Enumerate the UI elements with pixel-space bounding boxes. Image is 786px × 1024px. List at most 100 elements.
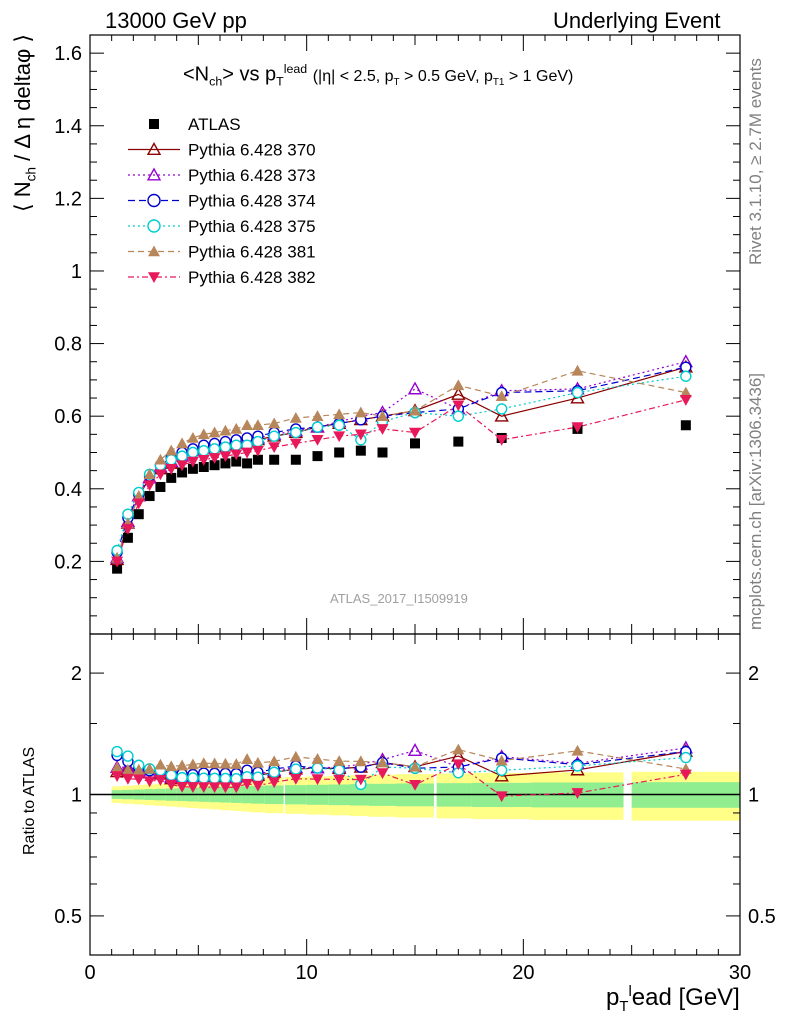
- main-data-point: [176, 450, 188, 462]
- x-tick-label: 20: [512, 962, 534, 984]
- main-data-point: [165, 464, 178, 475]
- ratio-data-point: [230, 782, 243, 794]
- ratio-data-point: [311, 762, 324, 774]
- ratio-data-point: [268, 755, 281, 767]
- x-tick-label: 10: [296, 962, 318, 984]
- main-data-point: [208, 443, 221, 455]
- ratio-data-point: [241, 778, 254, 790]
- ratio-data-point: [121, 773, 134, 785]
- main-data-point: [242, 458, 253, 469]
- main-data-point: [311, 434, 324, 446]
- ratio-y-tick-label-right: 1: [748, 785, 759, 807]
- ratio-y-axis-label: Ratio to ATLAS: [21, 746, 38, 855]
- ratio-data-point: [208, 782, 221, 794]
- main-y-tick-label: 1.4: [54, 116, 82, 138]
- x-tick-label: 0: [84, 962, 95, 984]
- main-data-point: [495, 390, 508, 402]
- main-data-point: [571, 422, 584, 434]
- series-lines: [116, 361, 686, 797]
- ratio-data-point: [111, 745, 123, 758]
- main-data-point: [453, 436, 464, 447]
- ratio-data-point: [333, 764, 345, 776]
- ratio-data-point: [354, 755, 367, 767]
- ratio-data-point: [494, 768, 509, 782]
- main-data-point: [251, 419, 264, 431]
- main-data-point: [334, 447, 345, 458]
- legend-entry-label: Pythia 6.428 381: [188, 243, 316, 262]
- main-data-point: [269, 454, 280, 465]
- ratio-data-point: [376, 768, 389, 780]
- main-data-point: [112, 563, 123, 574]
- ratio-data-point: [132, 763, 145, 775]
- legend-entry-label: Pythia 6.428 375: [188, 217, 316, 236]
- ratio-data-point: [251, 756, 264, 768]
- legend-entry-label: Pythia 6.428 382: [188, 268, 316, 287]
- main-data-point: [571, 386, 584, 399]
- main-data-point: [311, 421, 324, 433]
- main-data-point: [230, 422, 243, 434]
- main-data-point: [187, 463, 198, 474]
- ratio-data-point: [230, 772, 242, 785]
- main-data-point: [680, 420, 691, 431]
- ratio-data-point: [311, 753, 324, 764]
- main-data-point: [495, 403, 508, 415]
- main-data-point: [495, 434, 508, 446]
- ratio-data-point: [165, 769, 177, 781]
- ratio-data-point: [495, 764, 508, 777]
- header-right: Underlying Event: [553, 8, 721, 33]
- x-tick-label: 30: [729, 962, 751, 984]
- legend-entry-label: Pythia 6.428 370: [188, 141, 316, 160]
- ratio-y-tick-label-right: 2: [748, 663, 759, 685]
- ratio-data-point: [409, 779, 421, 791]
- main-y-tick-label: 0.2: [54, 551, 82, 573]
- main-data-point: [407, 381, 423, 395]
- main-y-axis-label: ⟨ Nch / Δ η deltaφ ⟩: [10, 34, 39, 212]
- main-data-point: [354, 429, 367, 441]
- main-data-point: [451, 386, 466, 400]
- ratio-data-point: [122, 750, 134, 762]
- main-data-point: [333, 408, 346, 420]
- ratio-data-point: [176, 781, 189, 793]
- legend-entry-label: ATLAS: [188, 115, 241, 134]
- ratio-data-point: [219, 757, 232, 769]
- ratio-y-tick-label: 0.5: [54, 906, 82, 928]
- ratio-y-tick-label-right: 0.5: [748, 906, 776, 928]
- main-data-point: [268, 442, 281, 454]
- main-data-point: [571, 364, 584, 376]
- main-y-tick-label: 0.6: [54, 406, 82, 428]
- main-data-point: [289, 438, 302, 450]
- main-data-point: [376, 410, 389, 421]
- legend-marker: [146, 167, 162, 181]
- main-data-point: [177, 467, 188, 478]
- ratio-data-point: [198, 772, 210, 784]
- ratio-data-point: [251, 780, 264, 792]
- main-data-point: [333, 419, 345, 431]
- legend-marker: [147, 193, 161, 208]
- main-data-point: [452, 379, 465, 391]
- main-data-point: [290, 426, 302, 439]
- rivet-label: Rivet 3.1.10, ≥ 2.7M events: [746, 58, 765, 265]
- main-data-point: [409, 427, 421, 439]
- main-data-point: [452, 410, 465, 422]
- main-y-tick-label: 0.8: [54, 334, 82, 356]
- main-data-point: [290, 454, 301, 465]
- main-data-point: [252, 454, 263, 465]
- ratio-data-point: [165, 760, 178, 772]
- ratio-data-point: [208, 757, 221, 769]
- axes: 0.20.40.60.811.21.41.60.5 0.51 12 20 10 20 30: [54, 34, 776, 984]
- ratio-data-point: [154, 775, 167, 786]
- ratio-data-point: [268, 777, 281, 789]
- mcplots-label: mcplots.cern.ch [arXiv:1306.3436]: [746, 372, 765, 630]
- main-data-point: [197, 428, 210, 440]
- ratio-data-point: [571, 788, 584, 799]
- ratio-data-point: [680, 751, 692, 764]
- ratio-y-tick-label: 1: [71, 785, 82, 807]
- ratio-data-point: [132, 774, 145, 786]
- main-data-point: [251, 445, 264, 457]
- ratio-data-point: [376, 756, 389, 768]
- ratio-data-point: [452, 743, 465, 755]
- main-data-point: [122, 532, 133, 543]
- main-data-point: [209, 460, 220, 471]
- ratio-data-point: [111, 761, 124, 773]
